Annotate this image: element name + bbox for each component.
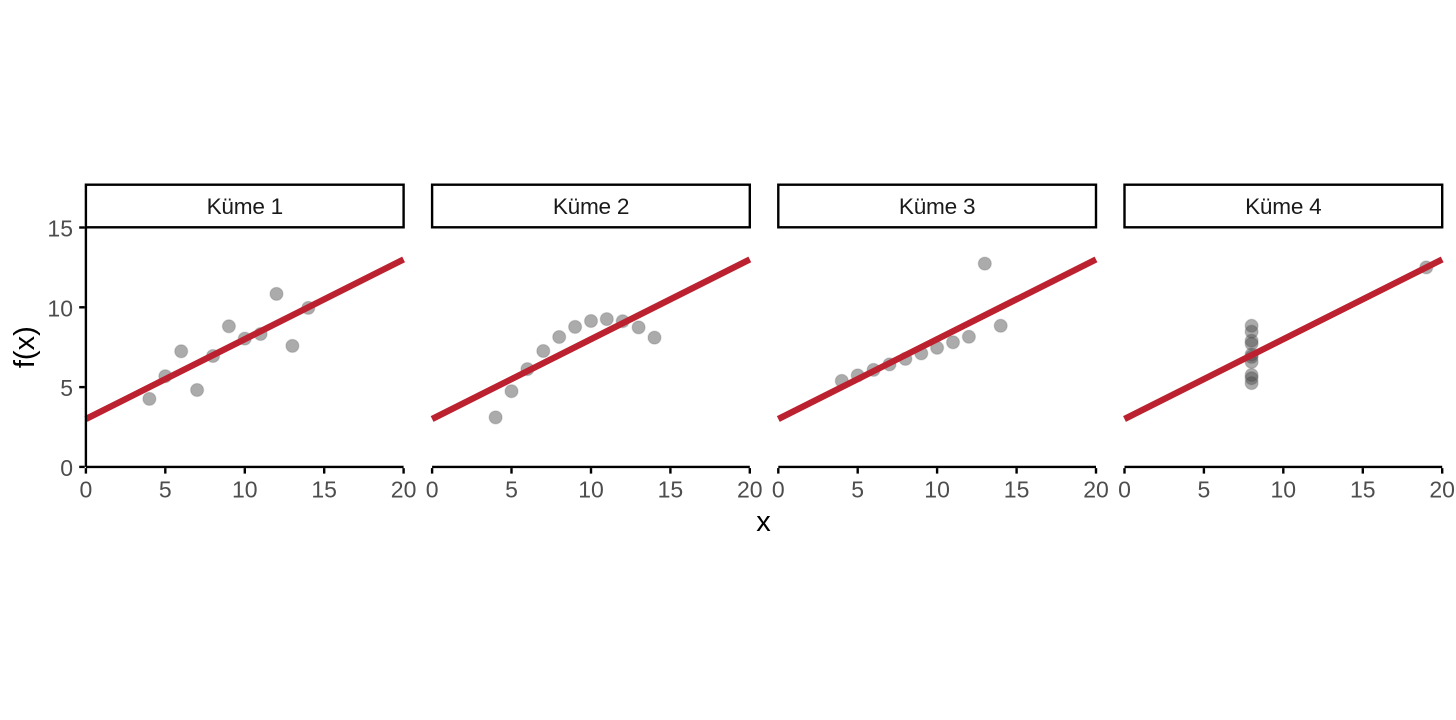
svg-text:15: 15 <box>311 476 337 502</box>
svg-text:Küme 3: Küme 3 <box>899 194 975 219</box>
svg-text:5: 5 <box>1198 476 1211 502</box>
svg-text:5: 5 <box>159 476 172 502</box>
svg-text:10: 10 <box>578 476 604 502</box>
svg-text:15: 15 <box>658 476 684 502</box>
svg-text:0: 0 <box>80 476 93 502</box>
svg-text:10: 10 <box>924 476 950 502</box>
svg-text:15: 15 <box>1004 476 1030 502</box>
svg-text:5: 5 <box>60 375 73 401</box>
svg-text:15: 15 <box>47 216 73 242</box>
svg-text:0: 0 <box>772 476 785 502</box>
svg-text:0: 0 <box>60 455 73 481</box>
svg-text:5: 5 <box>851 476 864 502</box>
svg-text:0: 0 <box>1118 476 1131 502</box>
svg-text:20: 20 <box>391 476 417 502</box>
svg-text:f(x): f(x) <box>9 326 41 368</box>
svg-text:Küme 2: Küme 2 <box>553 194 629 219</box>
svg-text:0: 0 <box>426 476 439 502</box>
svg-text:20: 20 <box>1429 476 1455 502</box>
svg-text:20: 20 <box>1083 476 1109 502</box>
svg-text:15: 15 <box>1350 476 1376 502</box>
svg-text:5: 5 <box>505 476 518 502</box>
svg-text:10: 10 <box>47 295 73 321</box>
svg-text:20: 20 <box>737 476 763 502</box>
svg-text:Küme 1: Küme 1 <box>207 194 283 219</box>
svg-text:10: 10 <box>1271 476 1297 502</box>
svg-text:x: x <box>756 506 771 538</box>
svg-text:10: 10 <box>232 476 258 502</box>
svg-text:Küme 4: Küme 4 <box>1245 194 1321 219</box>
